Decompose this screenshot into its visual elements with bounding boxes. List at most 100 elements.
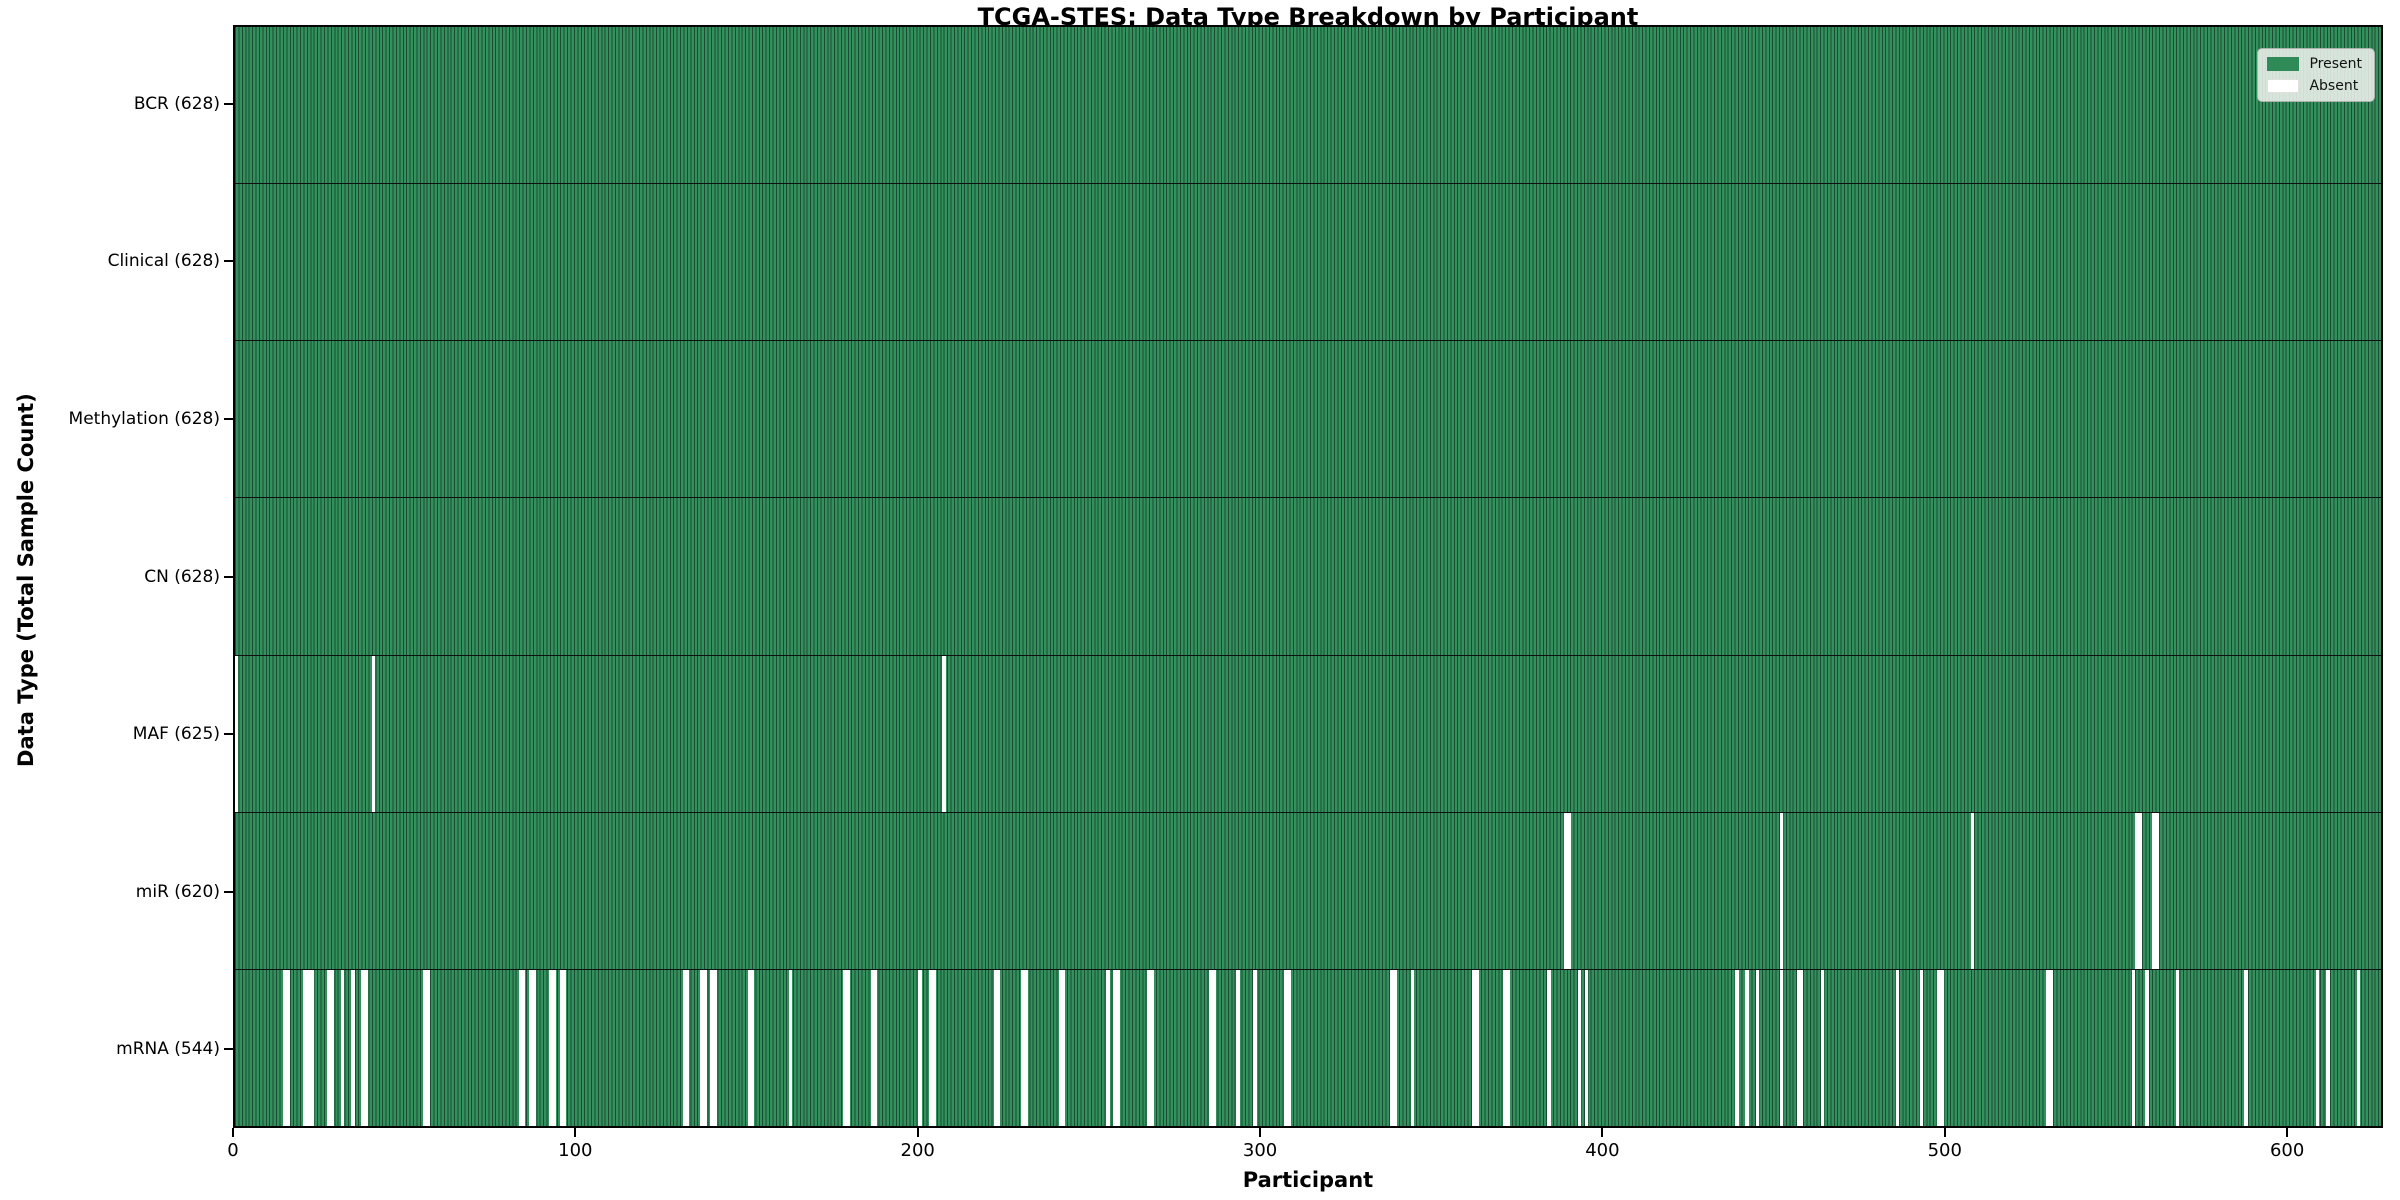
absent-gap [1820, 969, 1824, 1126]
absent-gap [1150, 969, 1155, 1126]
absent-gap [235, 655, 239, 812]
absent-gap [426, 969, 430, 1126]
legend-label: Absent [2309, 78, 2359, 94]
y-tick-mark [224, 733, 233, 736]
absent-gap [1547, 969, 1551, 1126]
absent-gap [1919, 969, 1924, 1126]
absent-gap [1735, 969, 1739, 1126]
absent-gap [303, 969, 307, 1126]
legend-entry: Absent [2267, 78, 2362, 94]
absent-gap [340, 969, 345, 1126]
absent-gap [1755, 969, 1760, 1126]
absent-gap [2134, 812, 2139, 969]
data-row-BCR [235, 27, 2381, 184]
data-row-mRNA [235, 968, 2381, 1126]
absent-gap [1020, 969, 1025, 1126]
absent-gap [1567, 812, 1572, 969]
absent-gap [1584, 969, 1589, 1126]
absent-gap [532, 969, 536, 1126]
absent-gap [918, 969, 922, 1126]
absent-gap [1779, 969, 1783, 1126]
absent-gap [563, 969, 567, 1126]
absent-gap [2155, 812, 2159, 969]
absent-gap [846, 969, 851, 1126]
absent-gap [549, 969, 553, 1126]
y-tick-label: Methylation (628) [68, 408, 220, 429]
absent-gap [518, 969, 523, 1126]
absent-gap [306, 969, 311, 1126]
absent-gap [682, 969, 687, 1126]
absent-gap [1472, 969, 1476, 1126]
absent-gap [750, 969, 755, 1126]
legend-entry: Present [2267, 56, 2362, 72]
absent-gap [1410, 969, 1414, 1126]
absent-gap [310, 969, 314, 1126]
y-tick-mark [224, 890, 233, 893]
absent-gap [1940, 969, 1944, 1126]
y-tick-mark [224, 260, 233, 263]
absent-gap [1502, 969, 1507, 1126]
absent-gap [552, 969, 557, 1126]
absent-gap [1287, 969, 1291, 1126]
x-tick-label: 200 [900, 1140, 935, 1161]
absent-gap [747, 969, 751, 1126]
x-tick-mark [1943, 1128, 1946, 1137]
data-row-MAF [235, 654, 2381, 812]
x-tick-label: 600 [2269, 1140, 2305, 1161]
x-tick-mark [232, 1128, 234, 1137]
absent-gap [559, 969, 564, 1126]
absent-gap [713, 969, 717, 1126]
absent-gap [1390, 969, 1394, 1126]
legend-label: Present [2309, 56, 2362, 72]
absent-gap [1147, 969, 1151, 1126]
absent-gap [1284, 969, 1288, 1126]
absent-gap [1208, 969, 1213, 1126]
absent-gap [2326, 969, 2330, 1126]
absent-gap [788, 969, 792, 1126]
y-tick-label: miR (620) [135, 881, 220, 902]
absent-gap [2357, 969, 2361, 1126]
absent-gap [1212, 969, 1216, 1126]
x-tick-label: 500 [1927, 1140, 1962, 1161]
absent-gap [2145, 969, 2149, 1126]
x-tick-mark [916, 1128, 919, 1137]
absent-gap [1800, 969, 1804, 1126]
absent-gap [330, 969, 335, 1126]
absent-gap [1061, 969, 1066, 1126]
absent-gap [361, 969, 365, 1126]
absent-gap [843, 969, 847, 1126]
absent-gap [528, 969, 533, 1126]
x-tick-label: 0 [227, 1140, 239, 1161]
y-tick-mark [224, 575, 233, 578]
y-tick-label: mRNA (544) [116, 1039, 220, 1060]
absent-gap [1024, 969, 1028, 1126]
absent-gap [282, 969, 287, 1126]
absent-gap [874, 969, 878, 1126]
absent-gap [1058, 969, 1062, 1126]
y-tick-mark [224, 1048, 233, 1051]
absent-gap [371, 655, 376, 812]
data-row-Methylation [235, 340, 2381, 498]
absent-gap [932, 969, 936, 1126]
absent-gap [870, 969, 874, 1126]
x-axis-label: Participant [1242, 1168, 1374, 1192]
absent-gap [1106, 969, 1110, 1126]
absent-gap [997, 969, 1001, 1126]
legend-swatch-icon [2267, 79, 2300, 93]
absent-gap [686, 969, 690, 1126]
absent-gap [2046, 969, 2050, 1126]
absent-gap [1970, 812, 1975, 969]
y-tick-label: CN (628) [144, 566, 220, 587]
x-tick-label: 100 [558, 1140, 593, 1161]
absent-gap [1116, 969, 1121, 1126]
absent-gap [1236, 969, 1240, 1126]
absent-gap [2152, 812, 2156, 969]
absent-gap [928, 969, 933, 1126]
plot-area: Present Absent [233, 25, 2383, 1128]
absent-gap [1745, 969, 1749, 1126]
x-tick-mark [1259, 1128, 1262, 1137]
absent-gap [2131, 969, 2135, 1126]
absent-gap [2049, 969, 2053, 1126]
absent-gap [327, 969, 331, 1126]
